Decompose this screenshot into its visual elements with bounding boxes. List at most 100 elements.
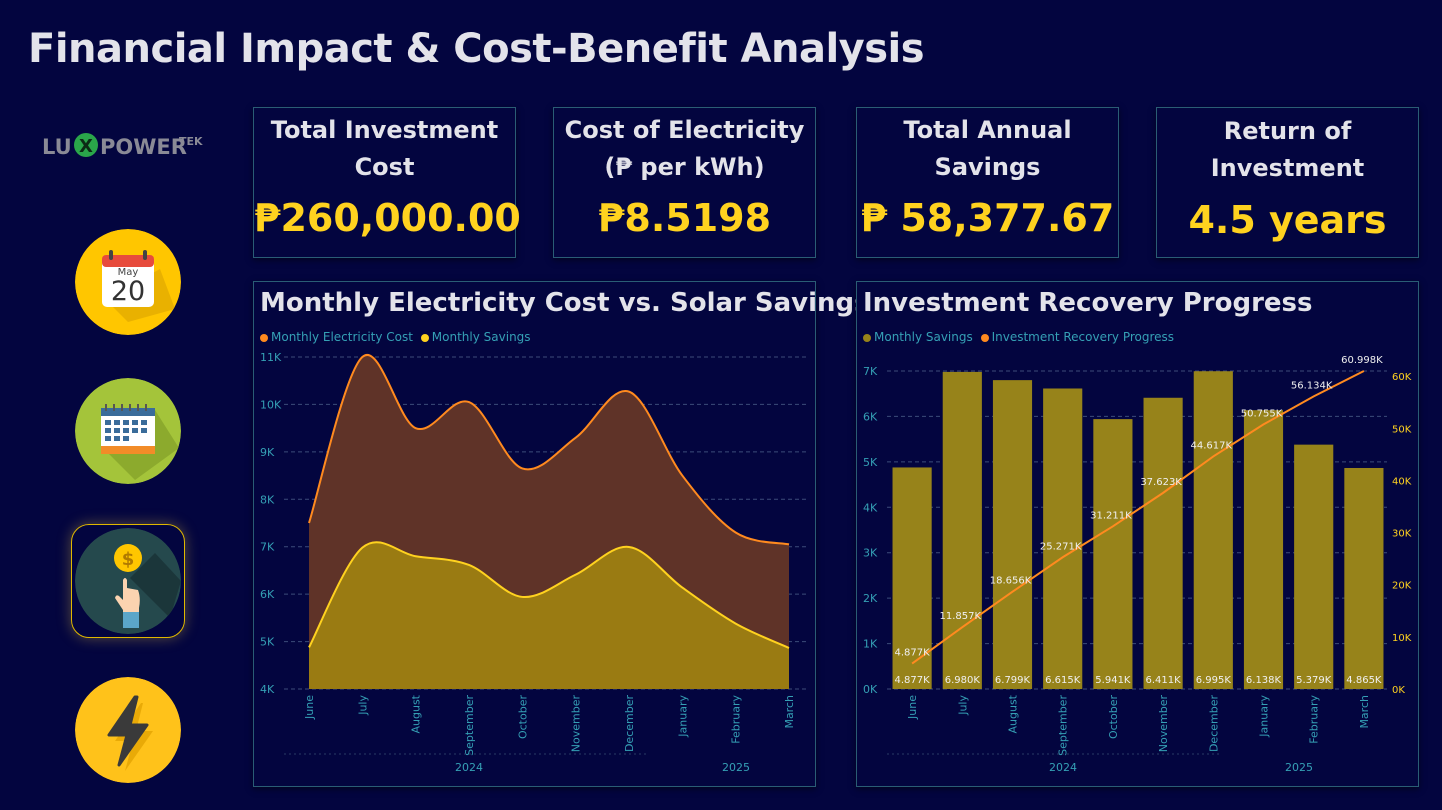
y-tick-label-left: 7K <box>863 365 878 378</box>
x-tick-label: October <box>516 695 529 739</box>
series-area-monthly-savings <box>309 542 789 689</box>
line-data-label: 56.134K <box>1291 380 1333 391</box>
line-data-label: 44.617K <box>1191 440 1233 451</box>
bar-monthly-savings <box>1093 419 1133 689</box>
svg-text:POWER: POWER <box>100 135 187 159</box>
calendar-grid-icon <box>75 378 181 484</box>
legend-item-savings[interactable]: Monthly Savings <box>420 330 531 344</box>
line-data-label: 18.656K <box>990 576 1032 587</box>
kpi-value: ₱ 58,377.67 <box>860 196 1115 240</box>
bar-data-label: 4.865K <box>1346 675 1382 686</box>
bar-data-label: 6.995K <box>1196 675 1232 686</box>
active-nav-frame <box>71 524 185 638</box>
line-data-label: 25.271K <box>1040 541 1082 552</box>
kpi-card-total-investment: Total Investment Cost ₱260,000.00 <box>253 107 521 258</box>
y-tick-label-left: 2K <box>863 592 878 605</box>
x-tick-label: August <box>410 694 423 733</box>
line-data-label: 37.623K <box>1140 477 1182 488</box>
kpi-value: ₱8.5198 <box>597 196 772 240</box>
x-tick-label: January <box>1258 695 1271 738</box>
kpi-title: Return of Investment <box>1210 117 1365 182</box>
y-tick-label: 6K <box>260 588 275 601</box>
line-data-label: 60.998K <box>1341 355 1383 366</box>
y-tick-label-right: 50K <box>1392 424 1412 435</box>
x-tick-label: September <box>463 695 476 756</box>
y-tick-label: 4K <box>260 683 275 696</box>
kpi-value: ₱260,000.00 <box>254 196 521 240</box>
kpi-card-return-of-investment: Return of Investment 4.5 years <box>1156 107 1419 258</box>
y-tick-label-left: 6K <box>863 410 878 423</box>
bar-data-label: 6.980K <box>945 675 981 686</box>
legend-item-monthly-savings[interactable]: Monthly Savings <box>863 330 973 344</box>
svg-text:X: X <box>79 136 93 157</box>
x-tick-label: December <box>623 695 636 753</box>
svg-text:20: 20 <box>111 276 145 307</box>
svg-text:LU: LU <box>42 135 72 159</box>
bar-monthly-savings <box>992 380 1033 689</box>
bar-monthly-savings <box>1344 467 1384 689</box>
line-data-label: 50.755K <box>1241 408 1283 419</box>
x-tick-label: December <box>1207 695 1220 753</box>
bar-monthly-savings <box>942 371 982 689</box>
year-label: 2024 <box>455 761 483 774</box>
y-tick-label-left: 3K <box>863 547 878 560</box>
financial-impact-button[interactable]: $ <box>75 528 181 634</box>
coin-hand-icon: $ <box>75 528 181 634</box>
y-tick-label-right: 0K <box>1392 685 1405 696</box>
chart-card-investment-recovery: Investment Recovery Progress Monthly Sav… <box>856 281 1419 787</box>
x-tick-label: November <box>1157 695 1170 753</box>
line-data-label: 11.857K <box>940 611 982 622</box>
x-tick-label: January <box>676 695 689 738</box>
calendar-day-icon: May 20 <box>75 229 181 335</box>
series-line-monthly-electricity-cost <box>308 353 790 546</box>
kpi-title: Cost of Electricity (₱ per kWh) <box>564 116 805 181</box>
legend-item-recovery[interactable]: Investment Recovery Progress <box>980 330 1174 344</box>
combo-chart: 0K 1K 2K 3K 4K 5K 6K 7K 0K 10K 20K 30K 40K 50K 60K 4.87… <box>863 355 1412 774</box>
x-tick-label: July <box>956 695 969 716</box>
series-line-investment-recovery <box>911 370 1365 665</box>
chart-title: Monthly Electricity Cost vs. Solar Savin… <box>260 288 870 318</box>
y-tick-label: 7K <box>260 541 275 554</box>
x-tick-label: November <box>570 695 583 753</box>
bar-data-label: 6.138K <box>1246 675 1282 686</box>
x-tick-label: February <box>730 695 743 744</box>
bar-monthly-savings <box>1043 388 1083 689</box>
svg-text:$: $ <box>122 549 135 570</box>
y-tick-label: 8K <box>260 493 275 506</box>
legend-item-cost[interactable]: Monthly Electricity Cost <box>260 330 413 344</box>
bar-data-label: 5.941K <box>1095 675 1131 686</box>
x-tick-label: March <box>1358 695 1371 729</box>
y-tick-label: 9K <box>260 446 275 459</box>
kpi-card-annual-savings: Total Annual Savings ₱ 58,377.67 <box>856 107 1119 258</box>
kpi-value: 4.5 years <box>1188 198 1387 242</box>
y-tick-label-right: 10K <box>1392 633 1412 644</box>
year-label: 2024 <box>1049 761 1077 774</box>
y-tick-label-left: 1K <box>863 638 878 651</box>
svg-text:TEK: TEK <box>179 135 203 148</box>
area-chart: 4K 5K 6K 7K 8K 9K 10K 11K June July August Septembe… <box>260 351 809 774</box>
y-tick-label-right: 60K <box>1392 372 1412 383</box>
kpi-title: Total Annual Savings <box>903 116 1072 181</box>
line-data-label: 31.211K <box>1090 510 1132 521</box>
year-label: 2025 <box>722 761 750 774</box>
y-tick-label-left: 4K <box>863 501 878 514</box>
bar-data-label: 6.799K <box>995 675 1031 686</box>
lightning-icon <box>75 677 181 783</box>
svg-text:May: May <box>118 267 139 278</box>
y-tick-label: 5K <box>260 636 275 649</box>
y-tick-label-right: 20K <box>1392 581 1412 592</box>
chart-title: Investment Recovery Progress <box>863 288 1313 318</box>
series-line-monthly-savings <box>308 541 790 649</box>
page-title: Financial Impact & Cost-Benefit Analysis <box>28 26 925 72</box>
kpi-card-cost-of-electricity: Cost of Electricity (₱ per kWh) ₱8.5198 <box>553 107 816 258</box>
calendar-day-button[interactable]: May 20 <box>75 229 181 335</box>
bar-monthly-savings <box>1143 397 1183 689</box>
x-tick-label: September <box>1057 695 1070 756</box>
x-tick-label: August <box>1007 694 1020 733</box>
year-label: 2025 <box>1285 761 1313 774</box>
energy-button[interactable] <box>75 677 181 783</box>
x-tick-label: February <box>1308 695 1321 744</box>
calendar-grid-button[interactable] <box>75 378 181 484</box>
chart-legend: Monthly Savings Investment Recovery Prog… <box>863 330 1178 344</box>
x-tick-label: June <box>906 695 919 720</box>
